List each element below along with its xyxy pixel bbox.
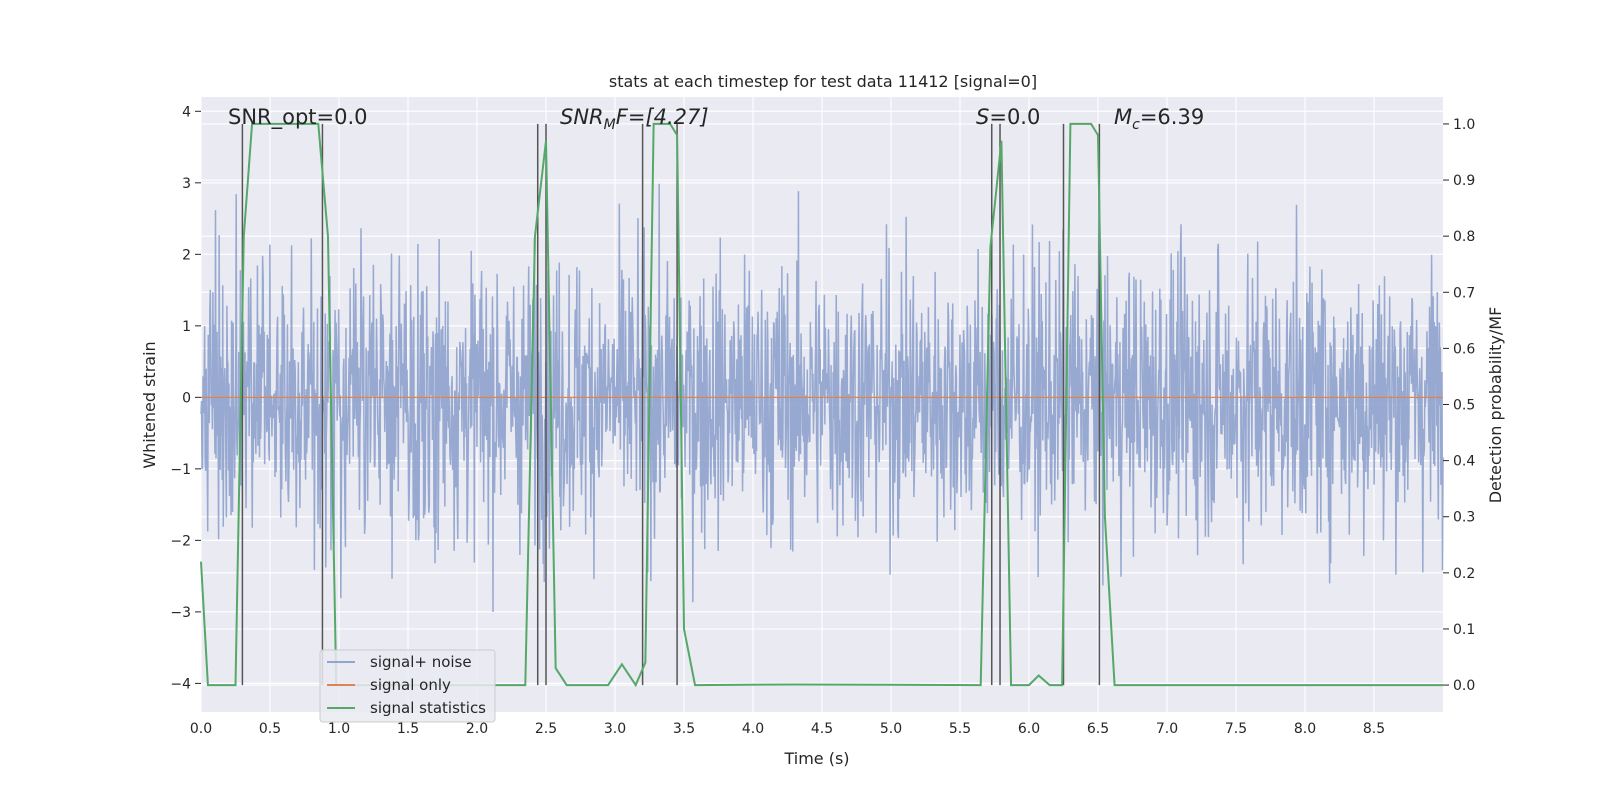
x-tick-label: 8.5	[1363, 721, 1385, 737]
annotation-s-rest: =0.0	[989, 105, 1040, 129]
x-tick-label: 3.5	[673, 721, 695, 737]
x-tick-label: 0.5	[259, 721, 281, 737]
y-tick-label: −4	[170, 676, 191, 692]
y-tick-label: −2	[170, 533, 191, 549]
x-tick-label: 4.5	[811, 721, 833, 737]
x-tick-label: 6.5	[1087, 721, 1109, 737]
y2-tick-label: 0.1	[1453, 622, 1475, 638]
x-tick-label: 8.0	[1294, 721, 1316, 737]
legend-label-signal-only: signal only	[370, 676, 451, 694]
y-tick-label: 1	[182, 319, 191, 335]
annotation-s-main: S	[976, 105, 989, 129]
x-tick-label: 5.5	[949, 721, 971, 737]
x-tick-label: 7.5	[1225, 721, 1247, 737]
annotation-snr-mf-rest: F=[4.27]	[616, 105, 709, 129]
x-tick-label: 2.5	[535, 721, 557, 737]
annotation-snr-mf-main: SNR	[560, 105, 604, 129]
annotation-mc-rest: =6.39	[1140, 105, 1204, 129]
x-tick-label: 3.0	[604, 721, 626, 737]
y-tick-label: 3	[182, 176, 191, 192]
annotation-mc-main: M	[1114, 105, 1132, 129]
legend-label-signal-statistics: signal statistics	[370, 699, 486, 717]
x-tick-labels: 0.0 0.5 1.0 1.5 2.0 2.5 3.0 3.5 4.0 4.5 5.0 5.5 6.0 6…	[190, 721, 1385, 737]
chart-title: stats at each timestep for test data 114…	[609, 72, 1037, 91]
x-tick-label: 1.0	[328, 721, 350, 737]
y2-tick-label: 0.4	[1453, 454, 1475, 470]
signal-noise-line	[200, 179, 1444, 612]
annotation-s: S=0.0	[976, 105, 1040, 129]
annotation-snr-opt: SNR_opt=0.0	[228, 105, 368, 130]
signal-statistics-series	[200, 122, 1443, 688]
y2-tick-labels: 0.0 0.1 0.2 0.3 0.4 0.5 0.6 0.7 0.8 0.9 1.0	[1443, 117, 1475, 694]
annotation-snr-mf: SNRMF=[4.27]	[560, 105, 709, 133]
y2-tick-label: 1.0	[1453, 117, 1475, 133]
y2-tick-label: 0.0	[1453, 678, 1475, 694]
y2-tick-label: 0.8	[1453, 229, 1475, 245]
annotation-mc: Mc=6.39	[1114, 105, 1204, 133]
y2-tick-label: 0.2	[1453, 566, 1475, 582]
signal-noise-series	[200, 179, 1444, 612]
annotation-mc-sub: c	[1132, 117, 1140, 133]
y2-tick-label: 0.6	[1453, 341, 1475, 357]
x-tick-label: 0.0	[190, 721, 212, 737]
y-axis-label: Whitened strain	[140, 341, 159, 468]
y2-axis-label: Detection probability/MF	[1486, 307, 1505, 504]
x-tick-label: 2.0	[466, 721, 488, 737]
y-tick-label: 0	[182, 390, 191, 406]
x-tick-label: 5.0	[880, 721, 902, 737]
signal-statistics-line	[200, 122, 1443, 688]
y-tick-label: −1	[170, 462, 191, 478]
y2-tick-label: 0.3	[1453, 510, 1475, 526]
y-tick-label: 4	[182, 104, 191, 120]
y-tick-label: −3	[170, 605, 191, 621]
x-axis-label: Time (s)	[783, 749, 849, 768]
y2-tick-label: 0.7	[1453, 285, 1475, 301]
legend: signal+ noise signal only signal statist…	[319, 649, 496, 723]
y-tick-label: 2	[182, 247, 191, 263]
x-tick-label: 7.0	[1156, 721, 1178, 737]
y2-tick-label: 0.9	[1453, 173, 1475, 189]
annotation-snr-mf-sub: M	[604, 117, 616, 133]
legend-box	[319, 649, 496, 723]
y-tick-labels: −4 −3 −2 −1 0 1 2 3 4	[170, 104, 201, 692]
x-tick-label: 4.0	[742, 721, 764, 737]
x-tick-label: 6.0	[1018, 721, 1040, 737]
x-tick-label: 1.5	[397, 721, 419, 737]
left-horizontal-gridlines	[201, 110, 1443, 684]
legend-label-signal-noise: signal+ noise	[370, 653, 472, 671]
y2-tick-label: 0.5	[1453, 398, 1475, 414]
